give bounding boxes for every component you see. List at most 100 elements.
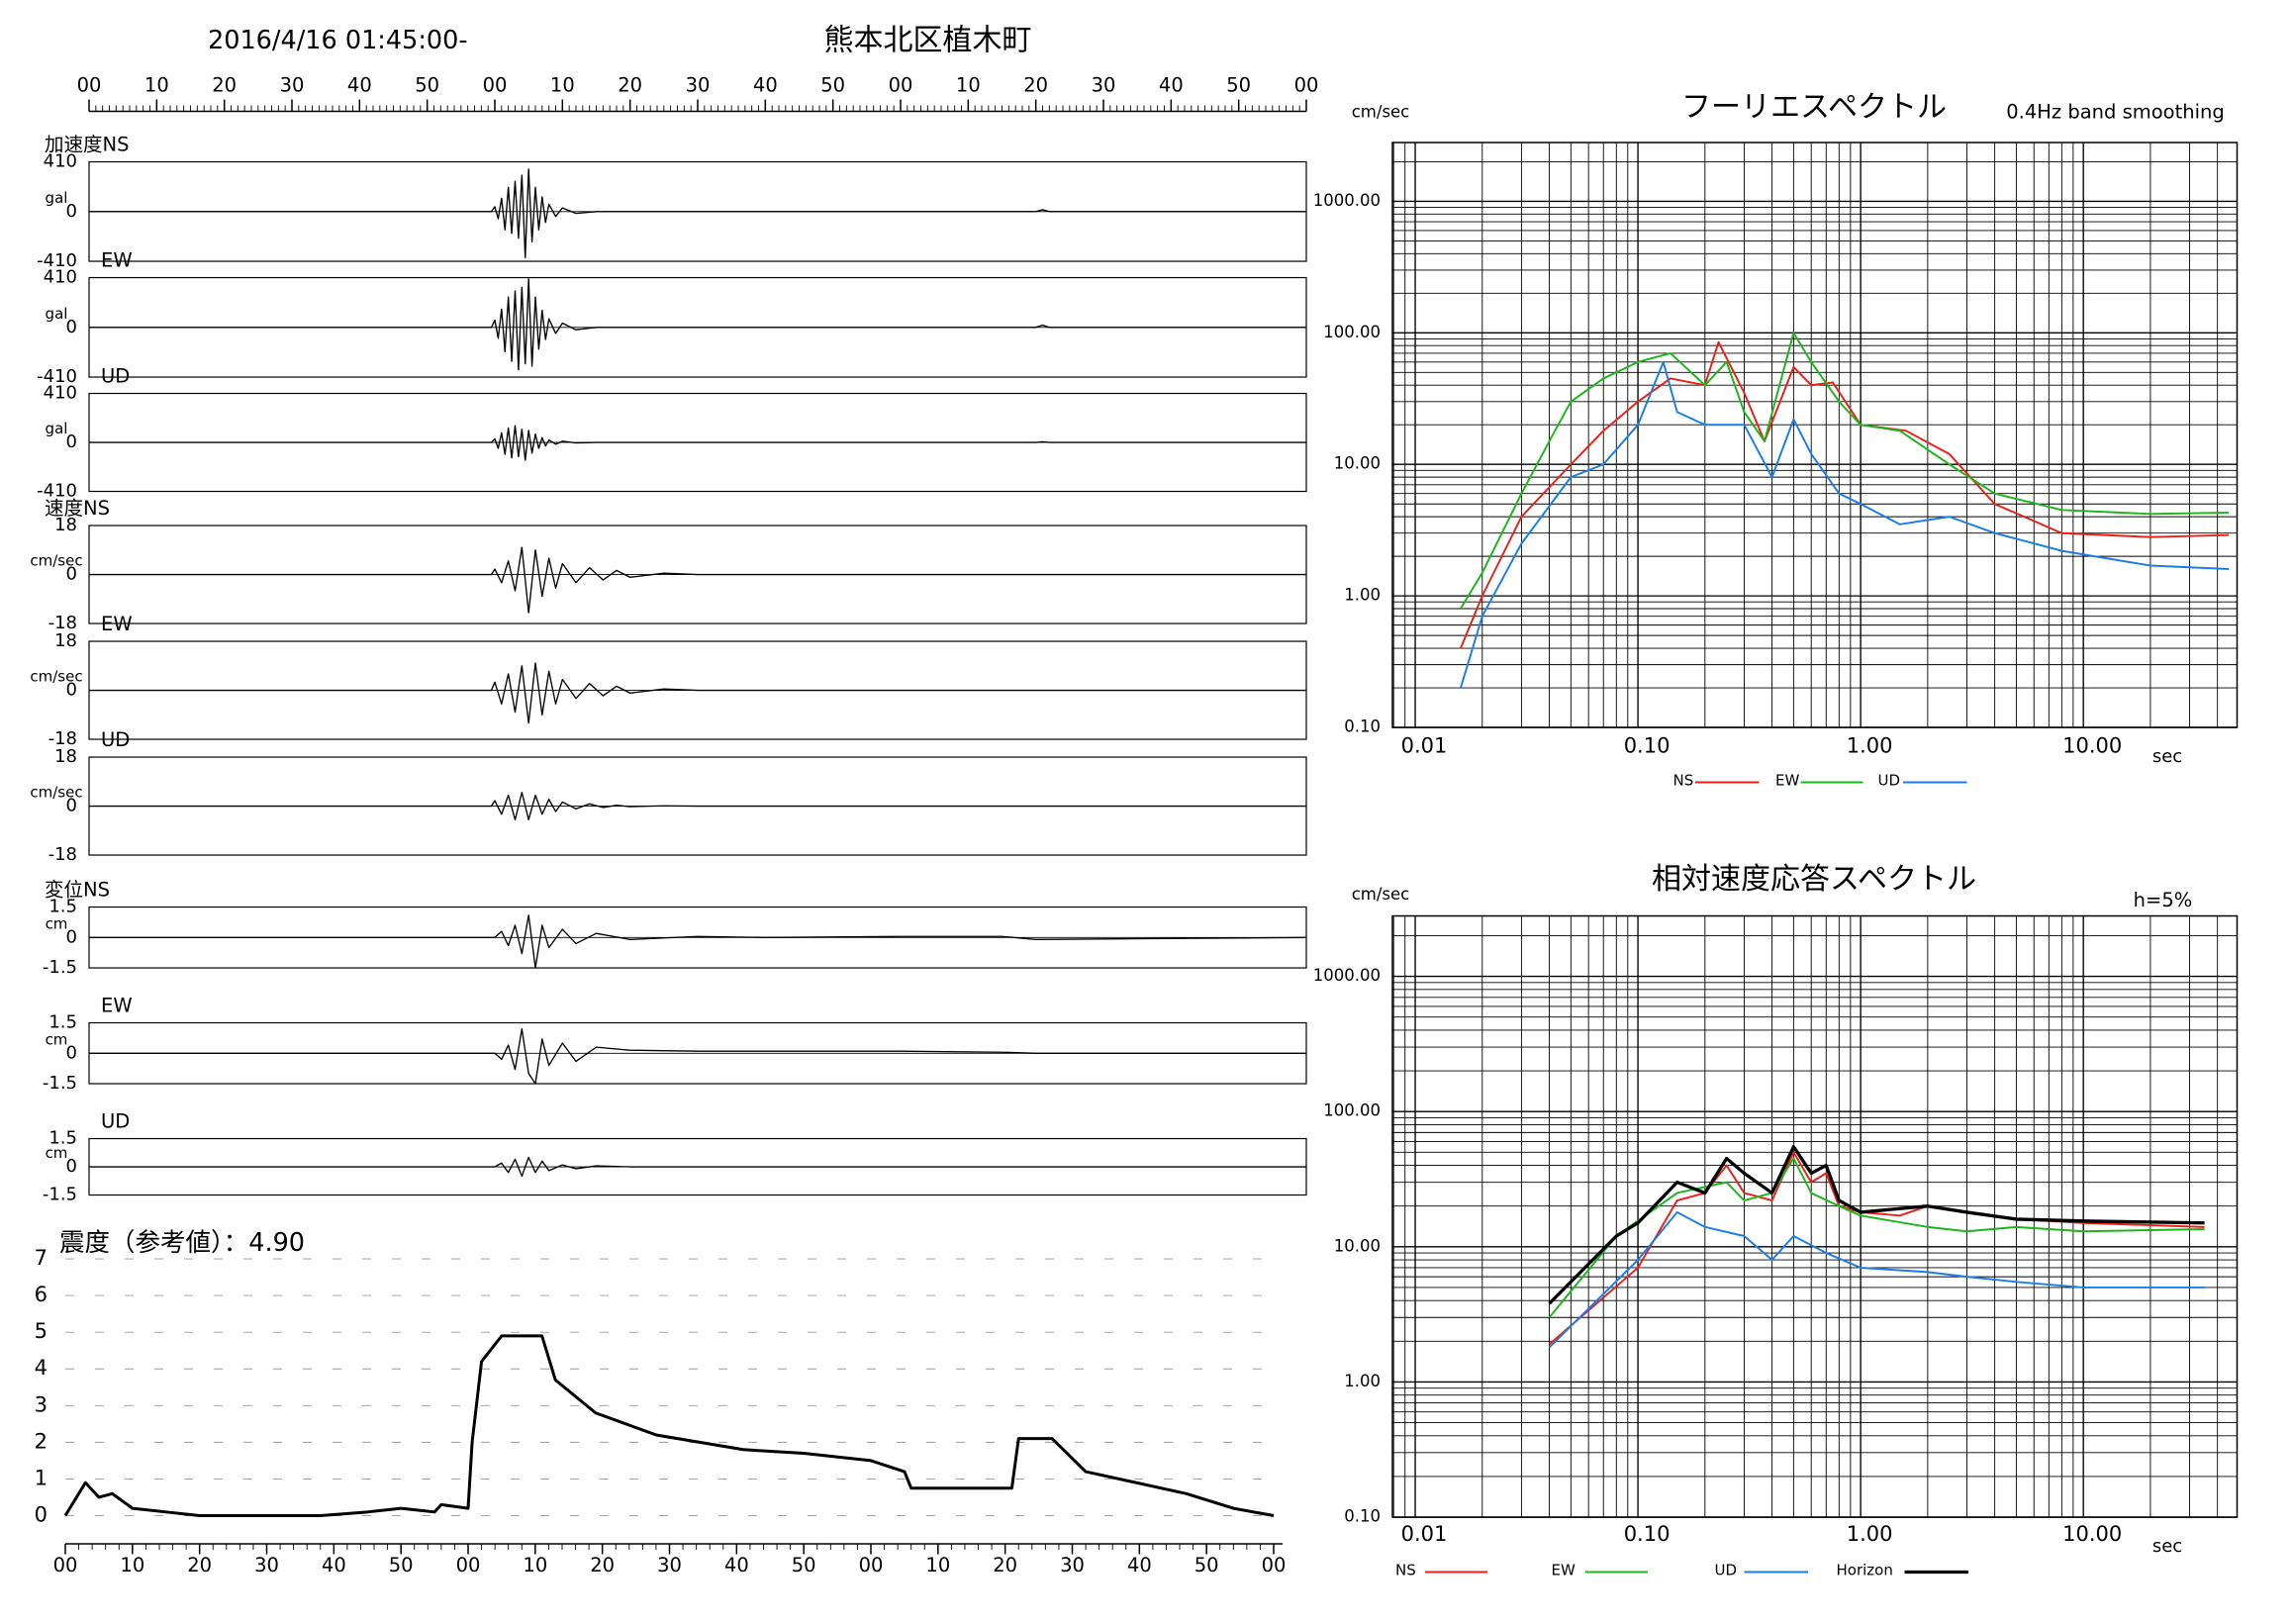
- spectrum-line: [1460, 360, 2230, 689]
- legend-label: NS: [1673, 772, 1694, 790]
- y-tick-label: 0.10: [1344, 1507, 1381, 1526]
- x-tick-label: 30: [1060, 1554, 1085, 1576]
- x-tick-label: 1.00: [1847, 734, 1893, 758]
- y-tick-label: 0: [66, 431, 77, 452]
- x-tick-label: 40: [724, 1554, 749, 1576]
- legend-label: NS: [1395, 1562, 1416, 1579]
- plot-frame: [1391, 914, 2239, 1518]
- spectrum-line: [1548, 1210, 2205, 1349]
- time-tick-label: 20: [618, 74, 642, 97]
- y-tick-label: 1.5: [48, 897, 77, 917]
- unit-label: cm/sec: [30, 668, 82, 686]
- time-tick-label: 00: [483, 74, 508, 97]
- unit-label: cm/sec: [30, 552, 82, 570]
- y-tick-label: 100.00: [1323, 323, 1381, 341]
- trace-label: EW: [101, 613, 133, 635]
- y-tick-label: 410: [44, 267, 77, 288]
- y-tick-label: 0: [66, 1042, 77, 1063]
- y-tick-label: -1.5: [43, 957, 77, 978]
- intensity-title: 震度（参考値）：4.90: [59, 1228, 305, 1258]
- y-tick-label: 1.00: [1344, 586, 1381, 605]
- x-tick-label: 00: [456, 1554, 481, 1576]
- x-tick-label: 20: [187, 1554, 212, 1576]
- trace-label: UD: [101, 365, 130, 388]
- time-tick-label: 00: [889, 74, 913, 97]
- time-tick-label: 40: [1159, 74, 1184, 97]
- datetime: 2016/4/16 01:45:00-: [208, 26, 468, 55]
- spectrum-title: フーリエスペクトル: [1681, 90, 1947, 125]
- intensity-line: [63, 1334, 1275, 1518]
- x-tick-label: 50: [389, 1554, 414, 1576]
- y-tick-label: -18: [48, 613, 77, 633]
- y-tick-label: 1.5: [48, 1128, 77, 1149]
- y-tick-label: 4: [35, 1356, 48, 1380]
- time-tick-label: 10: [956, 74, 981, 97]
- y-tick-label: 1.00: [1344, 1372, 1381, 1390]
- x-tick-label: 10: [925, 1554, 950, 1576]
- trace-label: UD: [101, 1110, 130, 1133]
- unit-label: gal: [46, 305, 68, 323]
- y-tick-label: 0: [35, 1503, 48, 1527]
- y-tick-label: 1: [35, 1466, 48, 1489]
- time-tick-label: 50: [415, 74, 439, 97]
- time-tick-label: 50: [1226, 74, 1251, 97]
- x-tick-label: 50: [1194, 1554, 1219, 1576]
- y-tick-label: -410: [37, 250, 77, 271]
- x-tick-label: 0.10: [1624, 734, 1671, 758]
- x-axis-label: sec: [2152, 746, 2182, 767]
- x-axis-label: sec: [2152, 1536, 2182, 1557]
- x-tick-label: 00: [1262, 1554, 1287, 1576]
- y-tick-label: 2: [35, 1429, 48, 1453]
- waveform: [89, 914, 1307, 969]
- time-tick-label: 50: [820, 74, 845, 97]
- waveform: [89, 1156, 1306, 1178]
- unit-label: gal: [46, 420, 68, 437]
- time-tick-label: 40: [347, 74, 372, 97]
- y-tick-label: 18: [54, 630, 77, 651]
- y-tick-label: 0: [66, 564, 77, 585]
- y-tick-label: 1000.00: [1313, 191, 1381, 210]
- y-axis-label: cm/sec: [1352, 885, 1410, 904]
- trace-label: 変位NS: [45, 879, 110, 902]
- unit-label: gal: [46, 189, 68, 207]
- y-tick-label: 0: [66, 680, 77, 701]
- y-tick-label: -18: [48, 844, 77, 865]
- y-axis-label: cm/sec: [1352, 103, 1410, 122]
- y-tick-label: 410: [44, 383, 77, 404]
- station-title: 熊本北区植木町: [824, 24, 1032, 58]
- unit-label: cm/sec: [30, 784, 82, 802]
- y-tick-label: 0: [66, 1156, 77, 1177]
- x-tick-label: 40: [322, 1554, 346, 1576]
- time-tick-label: 00: [77, 74, 102, 97]
- time-tick-label: 30: [1092, 74, 1116, 97]
- y-tick-label: 0: [66, 317, 77, 337]
- y-tick-label: 6: [35, 1283, 48, 1306]
- trace-label: EW: [101, 249, 133, 272]
- spectrum-title: 相対速度応答スペクトル: [1652, 862, 1976, 897]
- x-tick-label: 10.00: [2062, 1522, 2122, 1546]
- spectrum-subtitle: h=5%: [2134, 889, 2193, 911]
- y-tick-label: 18: [54, 515, 77, 535]
- y-tick-label: 18: [54, 746, 77, 767]
- y-tick-label: 10.00: [1334, 1236, 1381, 1255]
- x-tick-label: 10: [120, 1554, 144, 1576]
- x-tick-label: 10: [523, 1554, 547, 1576]
- y-tick-label: -1.5: [43, 1073, 77, 1094]
- x-tick-label: 20: [993, 1554, 1017, 1576]
- plot-frame: [1391, 142, 2239, 728]
- y-tick-label: 0: [66, 201, 77, 222]
- legend-label: EW: [1775, 772, 1799, 790]
- spectrum-line: [1548, 1145, 2205, 1305]
- y-tick-label: 10.00: [1334, 454, 1381, 473]
- spectrum-subtitle: 0.4Hz band smoothing: [2006, 101, 2225, 124]
- trace-label: 速度NS: [45, 497, 110, 520]
- waveform: [89, 1027, 1306, 1085]
- y-tick-label: -1.5: [43, 1185, 77, 1205]
- x-tick-label: 10.00: [2062, 734, 2122, 758]
- legend-label: UD: [1878, 772, 1901, 790]
- waveform: [89, 168, 1306, 259]
- spectrum-line: [1460, 332, 2230, 610]
- x-tick-label: 0.01: [1401, 1522, 1448, 1546]
